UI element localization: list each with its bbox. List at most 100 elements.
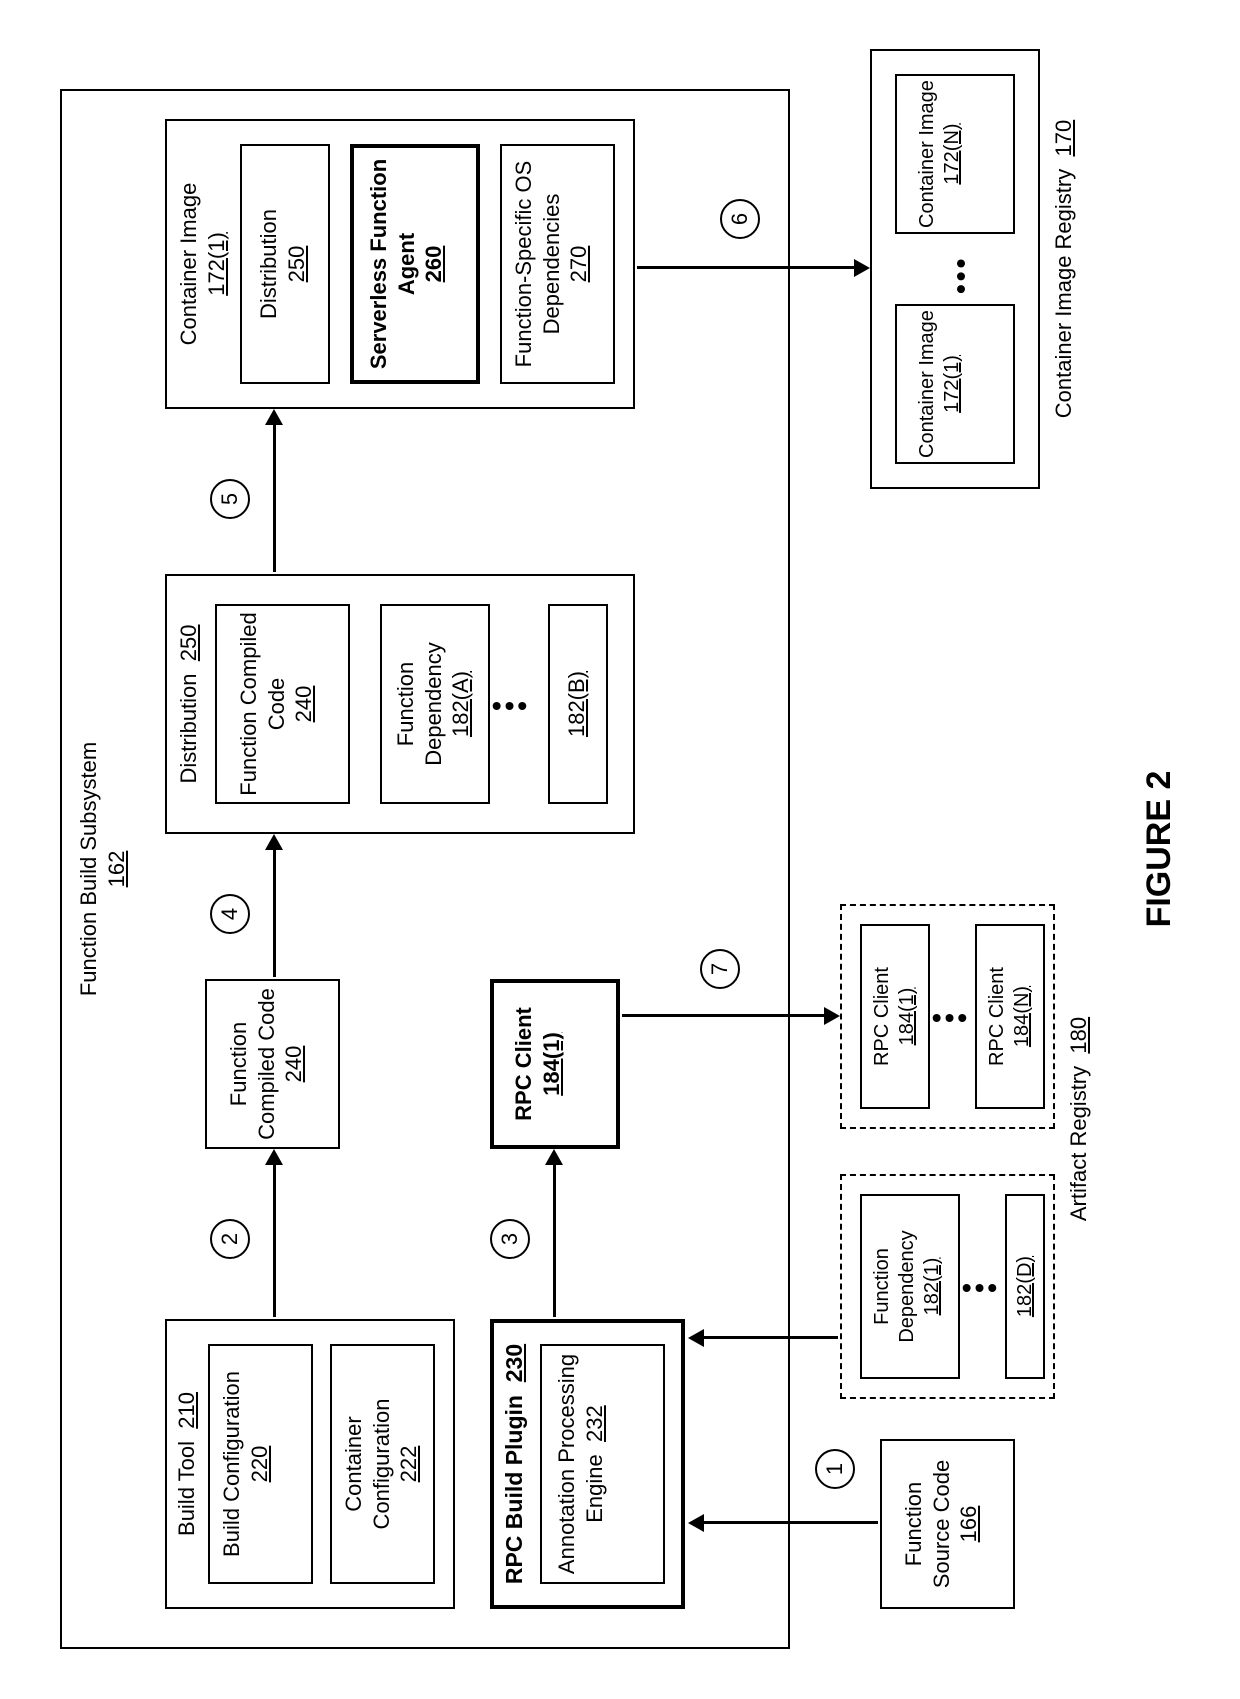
arrow-dep-up-head: [688, 1329, 704, 1347]
rpc-plugin-text: RPC Build Plugin: [501, 1395, 527, 1584]
artifact-registry-ref: 180: [1066, 1017, 1091, 1054]
step-5: 5: [210, 479, 250, 519]
rpc-client-text: RPC Client: [511, 1007, 536, 1121]
fn-compiled-label: Function Compiled Code 240: [225, 984, 308, 1144]
ir-img1-ref: 172(1): [941, 355, 963, 413]
fn-src-label: Function Source Code 166: [900, 1444, 983, 1604]
image-registry-text: Container Image Registry: [1051, 169, 1076, 418]
ar-rpc-dots: •••: [932, 1002, 970, 1034]
main-title-text: Function Build Subsystem: [76, 742, 101, 996]
ir-imgN-ref: 172(N): [941, 123, 963, 184]
arrow-6-head: [854, 259, 870, 277]
dist-compiled-ref: 240: [291, 686, 316, 723]
ci-dist-text: Distribution: [256, 209, 281, 319]
image-registry-title: Container Image Registry 170: [1050, 49, 1078, 489]
ci-osdeps-text: Function-Specific OS Dependencies: [511, 161, 564, 368]
ir-imgN-label: Container Image 172(N): [915, 79, 965, 229]
container-image-text: Container Image: [176, 183, 201, 346]
step-4: 4: [210, 894, 250, 934]
annotation-engine-ref: 232: [582, 1405, 607, 1442]
fn-compiled-ref: 240: [281, 1046, 306, 1083]
dist-compiled-label: Function Compiled Code 240: [235, 609, 318, 799]
dist-depA-text: Function Dependency: [393, 642, 446, 766]
ar-rpcN-ref: 184(N): [1011, 986, 1033, 1047]
rpc-client-ref: 184(1): [539, 1032, 564, 1096]
ar-depD-label: 182(D): [1013, 1199, 1038, 1374]
arrow-3-head: [545, 1149, 563, 1165]
container-config-text: Container Configuration: [341, 1399, 394, 1530]
dist-depA-label: Function Dependency 182(A): [392, 609, 475, 799]
container-config-label: Container Configuration 222: [340, 1349, 423, 1579]
ir-imgN-text: Container Image: [916, 80, 938, 228]
arrow-2: [273, 1165, 276, 1317]
container-config-ref: 222: [396, 1446, 421, 1483]
arrow-3: [553, 1165, 556, 1317]
build-config-ref: 220: [247, 1446, 272, 1483]
distribution-title: Distribution 250: [175, 579, 203, 829]
dist-depB-ref: 182(B): [564, 671, 589, 737]
fn-src-ref: 166: [956, 1506, 981, 1543]
arrow-dep-up: [703, 1336, 838, 1339]
ir-img1-text: Container Image: [916, 310, 938, 458]
dist-depA-ref: 182(A): [448, 671, 473, 737]
build-tool-ref: 210: [174, 1392, 199, 1429]
arrow-1: [703, 1521, 878, 1524]
ir-dots: •••: [945, 256, 977, 294]
rpc-plugin-ref: 230: [501, 1344, 527, 1382]
figure-title: FIGURE 2: [1140, 699, 1179, 999]
step-2: 2: [210, 1219, 250, 1259]
step-6: 6: [720, 199, 760, 239]
arrow-2-head: [265, 1149, 283, 1165]
dist-depB-label: 182(B): [563, 609, 591, 799]
step-1: 1: [815, 1449, 855, 1489]
step-7: 7: [700, 949, 740, 989]
rpc-client-label: RPC Client 184(1): [510, 984, 565, 1144]
arrow-4-head: [265, 834, 283, 850]
artifact-registry-text: Artifact Registry: [1066, 1066, 1091, 1221]
artifact-registry-title: Artifact Registry 180: [1065, 969, 1093, 1269]
dist-compiled-text: Function Compiled Code: [236, 612, 289, 795]
ci-agent-text: Serverless Function Agent: [366, 159, 419, 369]
build-tool-title: Build Tool 210: [173, 1329, 201, 1599]
ar-dep1-text: Function Dependency: [871, 1230, 918, 1342]
build-config-text: Build Configuration: [219, 1371, 244, 1557]
arrow-1-head: [688, 1514, 704, 1532]
fn-src-text: Function Source Code: [901, 1460, 954, 1588]
main-ref: 162: [104, 851, 129, 888]
ci-agent-label: Serverless Function Agent 260: [365, 149, 448, 379]
main-title: Function Build Subsystem 162: [75, 719, 130, 1019]
distribution-ref: 250: [176, 625, 201, 662]
ci-osdeps-label: Function-Specific OS Dependencies 270: [510, 149, 593, 379]
ar-rpc1-ref: 184(1): [896, 988, 918, 1046]
ar-dep1-label: Function Dependency 182(1): [870, 1199, 945, 1374]
image-registry-ref: 170: [1051, 120, 1076, 157]
ar-rpc1-text: RPC Client: [871, 967, 893, 1066]
ar-depD-ref: 182(D): [1014, 1256, 1036, 1317]
rpc-plugin-title: RPC Build Plugin 230: [500, 1324, 529, 1604]
ci-dist-label: Distribution 250: [255, 149, 310, 379]
ir-img1-label: Container Image 172(1): [915, 309, 965, 459]
ci-osdeps-ref: 270: [566, 246, 591, 283]
ci-dist-ref: 250: [284, 246, 309, 283]
build-tool-text: Build Tool: [174, 1441, 199, 1536]
step-3: 3: [490, 1219, 530, 1259]
arrow-5: [273, 425, 276, 572]
ar-rpcN-label: RPC Client 184(N): [985, 929, 1035, 1104]
annotation-engine-label: Annotation Processing Engine 232: [553, 1349, 608, 1579]
ar-dep-dots: •••: [962, 1272, 1000, 1304]
container-image-ref: 172(1): [204, 232, 229, 296]
arrow-6: [637, 266, 854, 269]
arrow-4: [273, 850, 276, 977]
fn-compiled-text: Function Compiled Code: [226, 988, 279, 1140]
ar-rpcN-text: RPC Client: [986, 967, 1008, 1066]
diagram-canvas: Function Build Subsystem 162 Build Tool …: [0, 0, 1240, 1699]
ar-rpc1-label: RPC Client 184(1): [870, 929, 920, 1104]
build-config-label: Build Configuration 220: [218, 1349, 273, 1579]
ar-dep1-ref: 182(1): [921, 1258, 943, 1316]
arrow-7: [622, 1014, 824, 1017]
distribution-text: Distribution: [176, 673, 201, 783]
container-image-title: Container Image 172(1): [175, 129, 230, 399]
annotation-engine-text: Annotation Processing Engine: [554, 1354, 607, 1574]
dist-dots: •••: [492, 690, 530, 722]
arrow-5-head: [265, 409, 283, 425]
